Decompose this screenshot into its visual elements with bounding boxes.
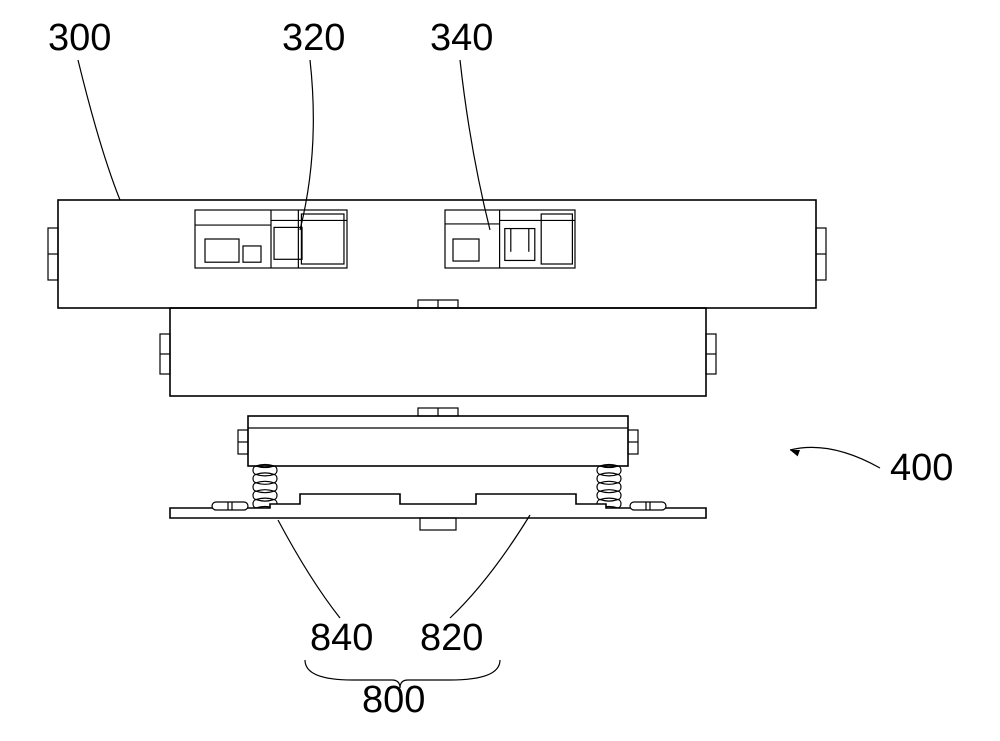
label-820: 820 bbox=[420, 617, 483, 659]
leader-line bbox=[300, 60, 313, 230]
base-assembly-400 bbox=[170, 465, 706, 531]
figure-canvas: 300 320 340 400 840 820 800 bbox=[0, 0, 1000, 741]
leader-lines bbox=[78, 60, 880, 688]
assembly-300 bbox=[48, 200, 826, 308]
labels: 300 320 340 400 840 820 800 bbox=[48, 17, 953, 721]
arrowhead-400 bbox=[790, 450, 800, 456]
label-320: 320 bbox=[282, 17, 345, 59]
label-800: 800 bbox=[362, 679, 425, 721]
leader-line bbox=[460, 60, 490, 230]
lower-block bbox=[238, 408, 638, 466]
label-300: 300 bbox=[48, 17, 111, 59]
leader-line bbox=[278, 520, 340, 618]
label-840: 840 bbox=[310, 617, 373, 659]
leader-line bbox=[78, 60, 120, 200]
leader-line bbox=[450, 515, 530, 618]
label-400: 400 bbox=[890, 447, 953, 489]
label-340: 340 bbox=[430, 17, 493, 59]
middle-block bbox=[160, 300, 716, 396]
